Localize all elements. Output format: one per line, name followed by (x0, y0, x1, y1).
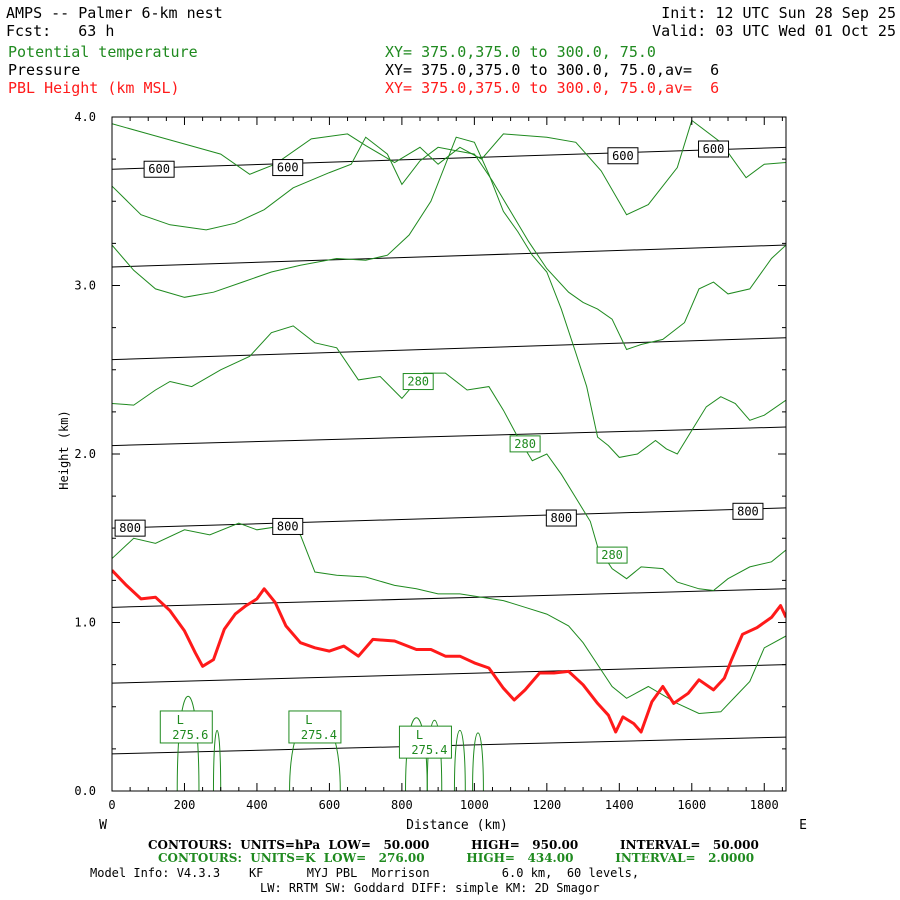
pressure-label-box (698, 140, 730, 158)
pressure-label: 800 (119, 521, 141, 535)
theta-low-contour (212, 729, 222, 791)
low-label-letter: L (305, 713, 312, 727)
theta-label-box (596, 546, 628, 564)
theta-contour (112, 136, 786, 351)
pressure-contour (112, 507, 786, 529)
x-tick-label: 1800 (750, 798, 779, 812)
pressure-label: 800 (737, 504, 759, 518)
pressure-label-box (272, 517, 304, 535)
theta-label-box (509, 435, 541, 453)
valid-time: Valid: 03 UTC Wed 01 Oct 25 (652, 22, 896, 40)
field-xy-pressure: XY= 375.0,375.0 to 300.0, 75.0,av= 6 (385, 61, 720, 79)
pressure-contour (112, 146, 786, 170)
y-tick-label: 4.0 (74, 110, 96, 124)
field-name-theta: Potential temperature (8, 43, 198, 61)
theta-label: 280 (407, 375, 429, 389)
y-tick-label: 0.0 (74, 784, 96, 798)
low-label-box (159, 710, 213, 744)
theta-label-box (402, 373, 434, 391)
field-name-pressure: Pressure (8, 61, 81, 79)
pressure-label: 600 (612, 149, 634, 163)
pressure-label: 600 (703, 142, 725, 156)
x-tick-label: 1400 (605, 798, 634, 812)
field-xy-theta: XY= 375.0,375.0 to 300.0, 75.0 (385, 43, 656, 61)
y-axis-label: Height (km) (57, 410, 71, 489)
low-label-value: 275.4 (301, 728, 337, 742)
x-tick-label: 600 (319, 798, 341, 812)
theta-low-contour (426, 720, 443, 791)
field-xy-pbl: XY= 375.0,375.0 to 300.0, 75.0,av= 6 (385, 79, 720, 97)
pressure-contour (112, 664, 786, 684)
x-end-label-east: E (799, 818, 807, 833)
pressure-contour (112, 244, 786, 268)
theta-low-contour (453, 729, 466, 791)
low-label-box (288, 710, 342, 744)
pressure-label-box (545, 509, 577, 527)
y-tick-label: 2.0 (74, 447, 96, 461)
theta-contour (112, 325, 786, 592)
pressure-contour (112, 337, 786, 361)
theta-contour (112, 136, 786, 458)
x-tick-label: 200 (174, 798, 196, 812)
theta-contour (112, 119, 786, 216)
footer-model-info: Model Info: V4.3.3 KF MYJ PBL Morrison 6… (90, 866, 640, 880)
low-label-value: 275.4 (411, 743, 447, 757)
init-time: Init: 12 UTC Sun 28 Sep 25 (661, 4, 896, 22)
footer-theta-contours: CONTOURS: UNITS=K LOW= 276.00 HIGH= 434.… (158, 851, 755, 865)
pbl-height-line (112, 569, 786, 734)
x-tick-label: 800 (391, 798, 413, 812)
x-tick-label: 1600 (677, 798, 706, 812)
pressure-label: 800 (550, 511, 572, 525)
forecast-hour: Fcst: 63 h (6, 22, 115, 40)
low-label-box (398, 725, 452, 759)
theta-low-contour (176, 696, 200, 791)
low-label-letter: L (177, 713, 184, 727)
pressure-label-box (114, 519, 146, 537)
low-label-value: 275.6 (172, 728, 208, 742)
low-label-letter: L (416, 728, 423, 742)
pressure-label: 600 (148, 162, 170, 176)
y-tick-label: 3.0 (74, 279, 96, 293)
pressure-label-box (143, 160, 175, 178)
x-end-label-west: W (99, 818, 107, 833)
pressure-label: 600 (277, 161, 299, 175)
footer-physics-info: LW: RRTM SW: Goddard DIFF: simple KM: 2D… (260, 881, 600, 895)
theta-low-contour (472, 732, 484, 791)
pressure-label: 800 (277, 519, 299, 533)
field-name-pbl: PBL Height (km MSL) (8, 79, 180, 97)
x-axis-label: Distance (km) (406, 818, 508, 833)
theta-low-contour (405, 717, 428, 791)
chart-title: AMPS -- Palmer 6-km nest (6, 4, 223, 22)
pressure-label-box (272, 159, 304, 177)
y-tick-label: 1.0 (74, 616, 96, 630)
pressure-label-box (607, 147, 639, 165)
x-tick-label: 400 (246, 798, 268, 812)
pressure-contour (112, 426, 786, 447)
x-tick-label: 1200 (532, 798, 561, 812)
x-tick-label: 1000 (460, 798, 489, 812)
plot-area (112, 119, 786, 791)
pressure-label-box (732, 502, 764, 520)
x-tick-label: 0 (108, 798, 115, 812)
footer-pressure-contours: CONTOURS: UNITS=hPa LOW= 50.000 HIGH= 95… (148, 838, 759, 852)
theta-label: 280 (601, 548, 623, 562)
theta-contour (112, 522, 786, 715)
theta-label: 280 (514, 437, 536, 451)
plot-frame (111, 116, 787, 792)
pressure-contour (112, 588, 786, 608)
